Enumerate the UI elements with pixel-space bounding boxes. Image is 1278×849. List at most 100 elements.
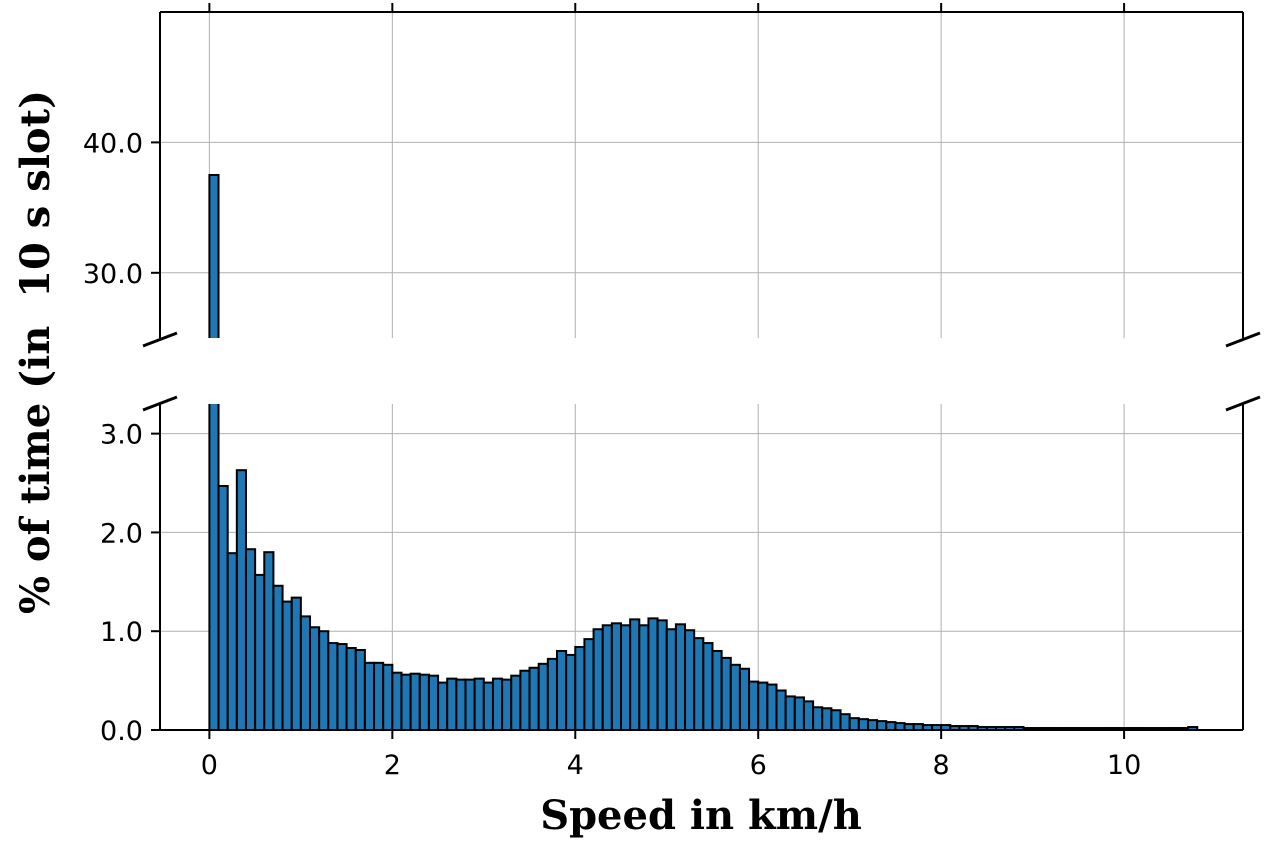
histogram-bar (885, 721, 897, 730)
histogram-bar (299, 615, 312, 730)
histogram-bar (684, 629, 696, 730)
histogram-bar (565, 653, 577, 730)
histogram-bar (537, 662, 549, 730)
histogram-bar (555, 649, 568, 730)
axis-break-mark-lower-right (1225, 395, 1261, 412)
lower-panel-ticks: 0.0 1.0 2.0 3.0 (100, 420, 160, 747)
histogram-bar (290, 596, 302, 730)
histogram-bar (363, 661, 376, 730)
histogram-bar (455, 678, 467, 730)
upper-panel-grid (160, 12, 1243, 338)
histogram-bar (601, 624, 613, 730)
histogram-bar (309, 626, 321, 730)
axis-break-mark-upper-left (142, 331, 178, 348)
histogram-bar (482, 681, 494, 730)
x-tick-label: 2 (384, 750, 401, 781)
histogram-bar (281, 600, 293, 730)
histogram-bar (583, 638, 595, 730)
histogram-bar (254, 573, 266, 730)
histogram-bar (217, 484, 229, 730)
histogram-bar (235, 469, 247, 730)
x-tick-label: 4 (567, 750, 584, 781)
histogram-bar (409, 672, 421, 730)
x-tick-label: 0 (201, 750, 218, 781)
upper-y-tick-label: 40.0 (83, 128, 143, 159)
histogram-bar (894, 722, 906, 730)
histogram-bar (748, 680, 760, 730)
x-axis-label: Speed in km/h (540, 792, 862, 839)
histogram-bar (620, 624, 632, 730)
histogram-bar (812, 706, 824, 730)
histogram-bar (821, 707, 833, 730)
histogram-bar (437, 681, 449, 730)
histogram-bar (446, 677, 458, 730)
histogram-bar (711, 649, 723, 730)
histogram-bar (656, 619, 668, 730)
histogram-bar (418, 673, 430, 730)
histogram-bar (866, 719, 879, 730)
lower-panel: 0.0 1.0 2.0 3.0 0 2 4 6 8 10 (100, 404, 1244, 781)
lower-y-tick-label: 2.0 (100, 518, 143, 549)
histogram-bar (382, 663, 394, 730)
histogram-bar (510, 674, 522, 730)
histogram-bar (848, 717, 860, 730)
histogram-bar (693, 637, 705, 730)
histogram-bar (592, 628, 604, 730)
histogram-bar (263, 551, 275, 730)
histogram-bar (574, 646, 586, 730)
histogram-bar (244, 548, 257, 730)
histogram-bar (354, 648, 366, 730)
histogram-bar (629, 618, 641, 730)
lower-y-tick-label: 1.0 (100, 617, 143, 648)
lower-panel-bars (208, 404, 1199, 730)
histogram-bar (738, 667, 751, 730)
histogram-bar (830, 709, 842, 730)
histogram-bar (464, 678, 476, 730)
histogram-bar (345, 647, 357, 730)
histogram-bar (702, 642, 714, 730)
histogram-bar (400, 673, 412, 730)
histogram-bar (802, 700, 815, 730)
histogram-bar (674, 623, 687, 730)
histogram-bar (327, 642, 339, 730)
histogram-bar (766, 683, 778, 730)
histogram-bar (519, 669, 531, 730)
histogram-bar (318, 630, 330, 730)
histogram-bar (647, 617, 659, 730)
histogram-bar (1187, 726, 1199, 730)
lower-y-tick-label: 3.0 (100, 420, 143, 451)
histogram-bar (373, 661, 385, 730)
histogram-bar (336, 643, 348, 730)
y-axis-label: % of time (in 10 s slot) (12, 90, 59, 614)
histogram-bar (272, 584, 284, 730)
histogram-bar (473, 677, 485, 730)
axis-break-marks (142, 331, 1261, 412)
histogram-bar (775, 689, 787, 730)
histogram-bar (784, 695, 796, 730)
x-axis-ticks: 0 2 4 6 8 10 (201, 730, 1141, 781)
upper-panel-bars (208, 174, 220, 338)
histogram-bar (208, 404, 220, 730)
histogram-bar-upper (208, 174, 220, 338)
histogram-bar (839, 713, 851, 730)
x-tick-label: 6 (750, 750, 767, 781)
x-tick-label: 8 (933, 750, 950, 781)
histogram-bar (857, 718, 869, 730)
histogram-bar (876, 720, 888, 730)
histogram-bar (491, 677, 504, 730)
histogram-bar (665, 628, 677, 730)
axis-break-mark-upper-right (1225, 331, 1261, 348)
histogram-bar (793, 696, 805, 730)
lower-y-tick-label: 0.0 (100, 716, 143, 747)
histogram-bar (757, 681, 769, 730)
axis-break-mark-lower-left (142, 395, 178, 412)
upper-panel-ticks: 30.0 40.0 (83, 3, 1126, 290)
histogram-bar (638, 624, 650, 730)
histogram-bar (610, 622, 623, 730)
histogram-bar (720, 656, 732, 730)
histogram-bar (427, 674, 440, 730)
upper-y-tick-label: 30.0 (83, 259, 143, 290)
histogram-bar (546, 657, 558, 730)
upper-panel: 30.0 40.0 (83, 3, 1244, 338)
